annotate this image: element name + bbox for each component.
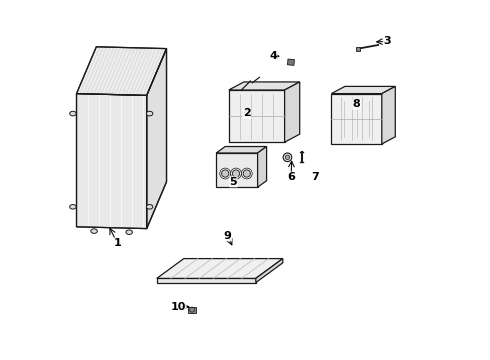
Text: 6: 6 [287, 172, 295, 182]
Ellipse shape [147, 111, 153, 116]
Polygon shape [76, 47, 167, 95]
Text: 7: 7 [311, 172, 319, 182]
Polygon shape [382, 86, 395, 144]
Bar [356, 47, 360, 51]
Text: 1: 1 [113, 238, 121, 248]
Circle shape [283, 153, 292, 162]
Ellipse shape [70, 204, 76, 209]
Ellipse shape [91, 229, 98, 233]
Polygon shape [229, 82, 300, 90]
Polygon shape [331, 94, 382, 144]
Text: 5: 5 [230, 177, 237, 187]
Polygon shape [258, 147, 267, 187]
Circle shape [243, 170, 250, 177]
Text: 8: 8 [353, 99, 361, 109]
Ellipse shape [70, 111, 76, 116]
Polygon shape [157, 258, 283, 278]
Ellipse shape [147, 204, 153, 209]
Bar [288, 59, 294, 66]
Text: 4: 4 [269, 51, 277, 61]
Polygon shape [331, 86, 395, 94]
Text: 2: 2 [243, 108, 251, 118]
Polygon shape [147, 49, 167, 229]
Text: 3: 3 [383, 36, 391, 46]
Bar [188, 307, 196, 313]
Circle shape [221, 170, 229, 177]
Circle shape [232, 170, 240, 177]
Polygon shape [216, 153, 258, 187]
Polygon shape [229, 90, 285, 142]
Text: 9: 9 [224, 231, 232, 241]
Circle shape [285, 155, 290, 159]
Polygon shape [285, 82, 300, 142]
Text: 10: 10 [171, 302, 186, 312]
Polygon shape [256, 258, 283, 283]
Ellipse shape [126, 230, 132, 234]
Polygon shape [157, 278, 256, 283]
Polygon shape [216, 147, 267, 153]
Polygon shape [76, 94, 147, 229]
